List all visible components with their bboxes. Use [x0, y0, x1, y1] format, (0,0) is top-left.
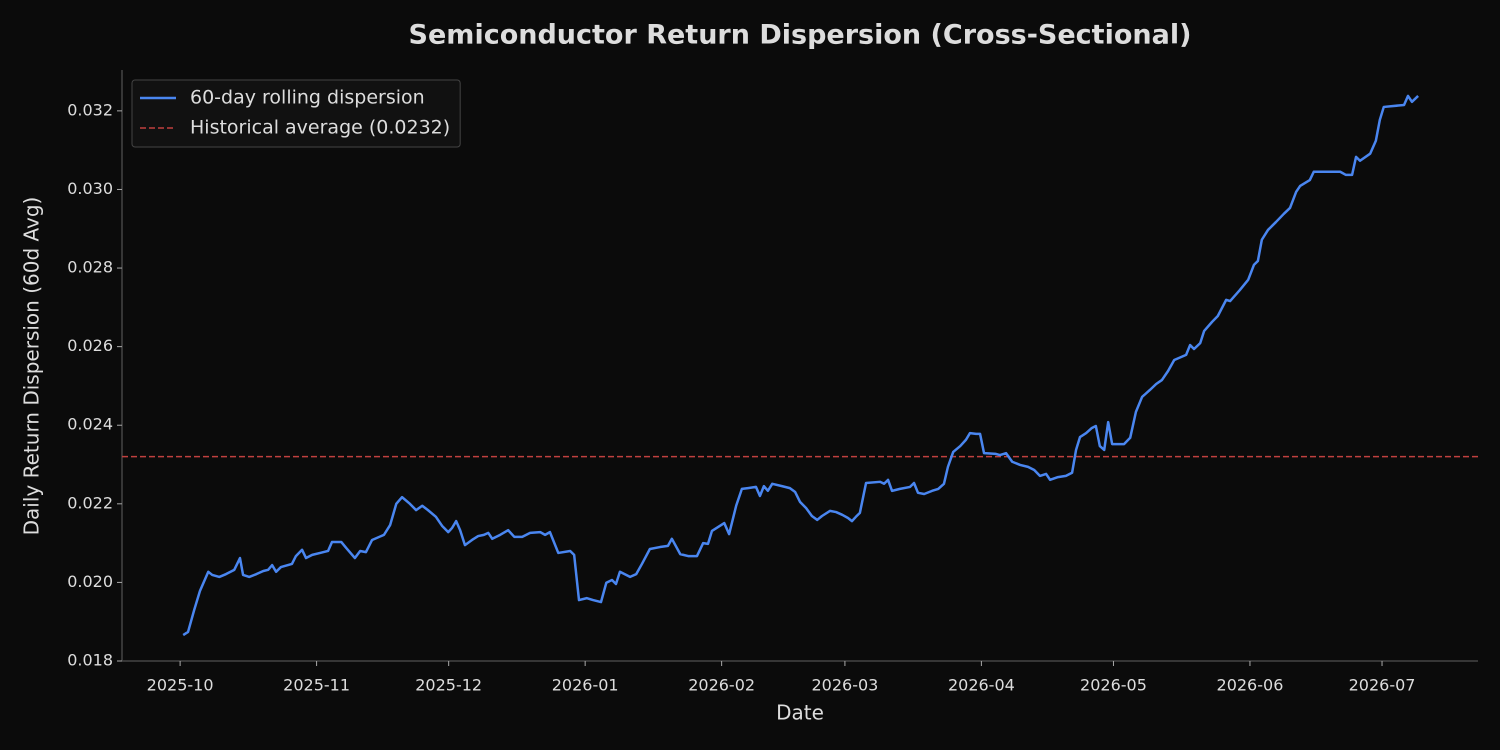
- y-tick-label: 0.024: [67, 415, 113, 434]
- legend-label: Historical average (0.0232): [190, 117, 450, 139]
- y-tick-label: 0.028: [67, 258, 113, 277]
- x-axis-label: Date: [776, 701, 824, 725]
- x-tick-label: 2026-05: [1080, 676, 1147, 695]
- x-tick-label: 2026-02: [688, 676, 755, 695]
- y-tick-label: 0.022: [67, 493, 113, 512]
- x-tick-label: 2026-06: [1217, 676, 1284, 695]
- x-tick-label: 2026-07: [1349, 676, 1416, 695]
- legend-box: [131, 79, 461, 148]
- x-tick-label: 2026-01: [552, 676, 619, 695]
- x-tick-label: 2026-03: [811, 676, 878, 695]
- x-tick-label: 2025-10: [147, 676, 214, 695]
- y-tick-label: 0.026: [67, 336, 113, 355]
- y-tick-label: 0.018: [67, 651, 113, 670]
- x-tick-label: 2026-04: [948, 676, 1015, 695]
- x-tick-label: 2025-11: [283, 676, 350, 695]
- y-axis-label: Daily Return Dispersion (60d Avg): [20, 197, 44, 536]
- chart-title: Semiconductor Return Dispersion (Cross-S…: [409, 20, 1192, 51]
- y-tick-label: 0.032: [67, 100, 113, 119]
- y-tick-label: 0.020: [67, 572, 113, 591]
- legend-label: 60-day rolling dispersion: [190, 87, 425, 109]
- y-tick-label: 0.030: [67, 179, 113, 198]
- data-line: [182, 94, 1419, 637]
- x-tick-label: 2025-12: [415, 676, 482, 695]
- legend: 60-day rolling dispersion Historical aver…: [131, 79, 461, 148]
